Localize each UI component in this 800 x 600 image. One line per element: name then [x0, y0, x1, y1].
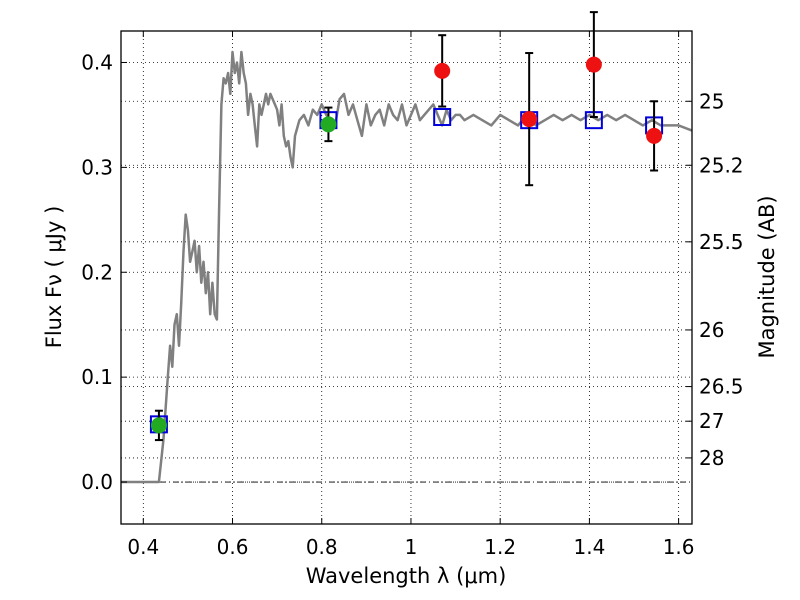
x-tick-label: 1.2: [484, 535, 516, 559]
y-tick-label: 0.2: [81, 260, 113, 284]
y-tick-label: 0.0: [81, 470, 113, 494]
x-tick-label: 1.4: [573, 535, 605, 559]
model-photometry-square: [433, 108, 452, 127]
y-tick-label: 0.4: [81, 50, 113, 74]
x-axis-label: Wavelength λ (μm): [306, 564, 507, 588]
x-tick-label: 1.6: [663, 535, 695, 559]
observed-photometry-point: [646, 127, 663, 144]
observed-photometry-point: [150, 417, 167, 434]
y-tick-label: 0.1: [81, 365, 113, 389]
x-tick-label: 0.4: [127, 535, 159, 559]
magnitude-tick-label: 25.5: [699, 230, 744, 254]
axis-ticks: [121, 31, 692, 524]
x-tick-label: 0.6: [217, 535, 249, 559]
y-axis-label-right: Magnitude (AB): [755, 195, 779, 358]
axis-tick-labels: 0.4 0.6 0.8 1 1.2 1.4 1.6 0.0 0.1 0.2 0.3 0.4 25 25.2…: [81, 50, 743, 559]
magnitude-tick-label: 26.5: [699, 375, 744, 399]
plot-frame: [120, 30, 693, 525]
observed-photometry-point: [521, 111, 538, 128]
observed-photometry-point: [320, 116, 337, 133]
plot-area: [121, 11, 693, 484]
x-tick-label: 1: [405, 535, 418, 559]
y-tick-label: 0.3: [81, 155, 113, 179]
y-axis-label-left: Flux Fν ( μJy ): [42, 206, 66, 349]
magnitude-tick-label: 25: [699, 89, 724, 113]
model-spectrum-line: [121, 50, 693, 484]
magnitude-tick-label: 26: [699, 318, 724, 342]
x-tick-label: 0.8: [306, 535, 338, 559]
magnitude-tick-label: 25.2: [699, 153, 744, 177]
grid: [121, 31, 692, 524]
magnitude-tick-label: 27: [699, 409, 724, 433]
observed-photometry-point: [585, 56, 602, 73]
observed-photometry-point: [434, 62, 451, 79]
magnitude-tick-label: 28: [699, 446, 724, 470]
